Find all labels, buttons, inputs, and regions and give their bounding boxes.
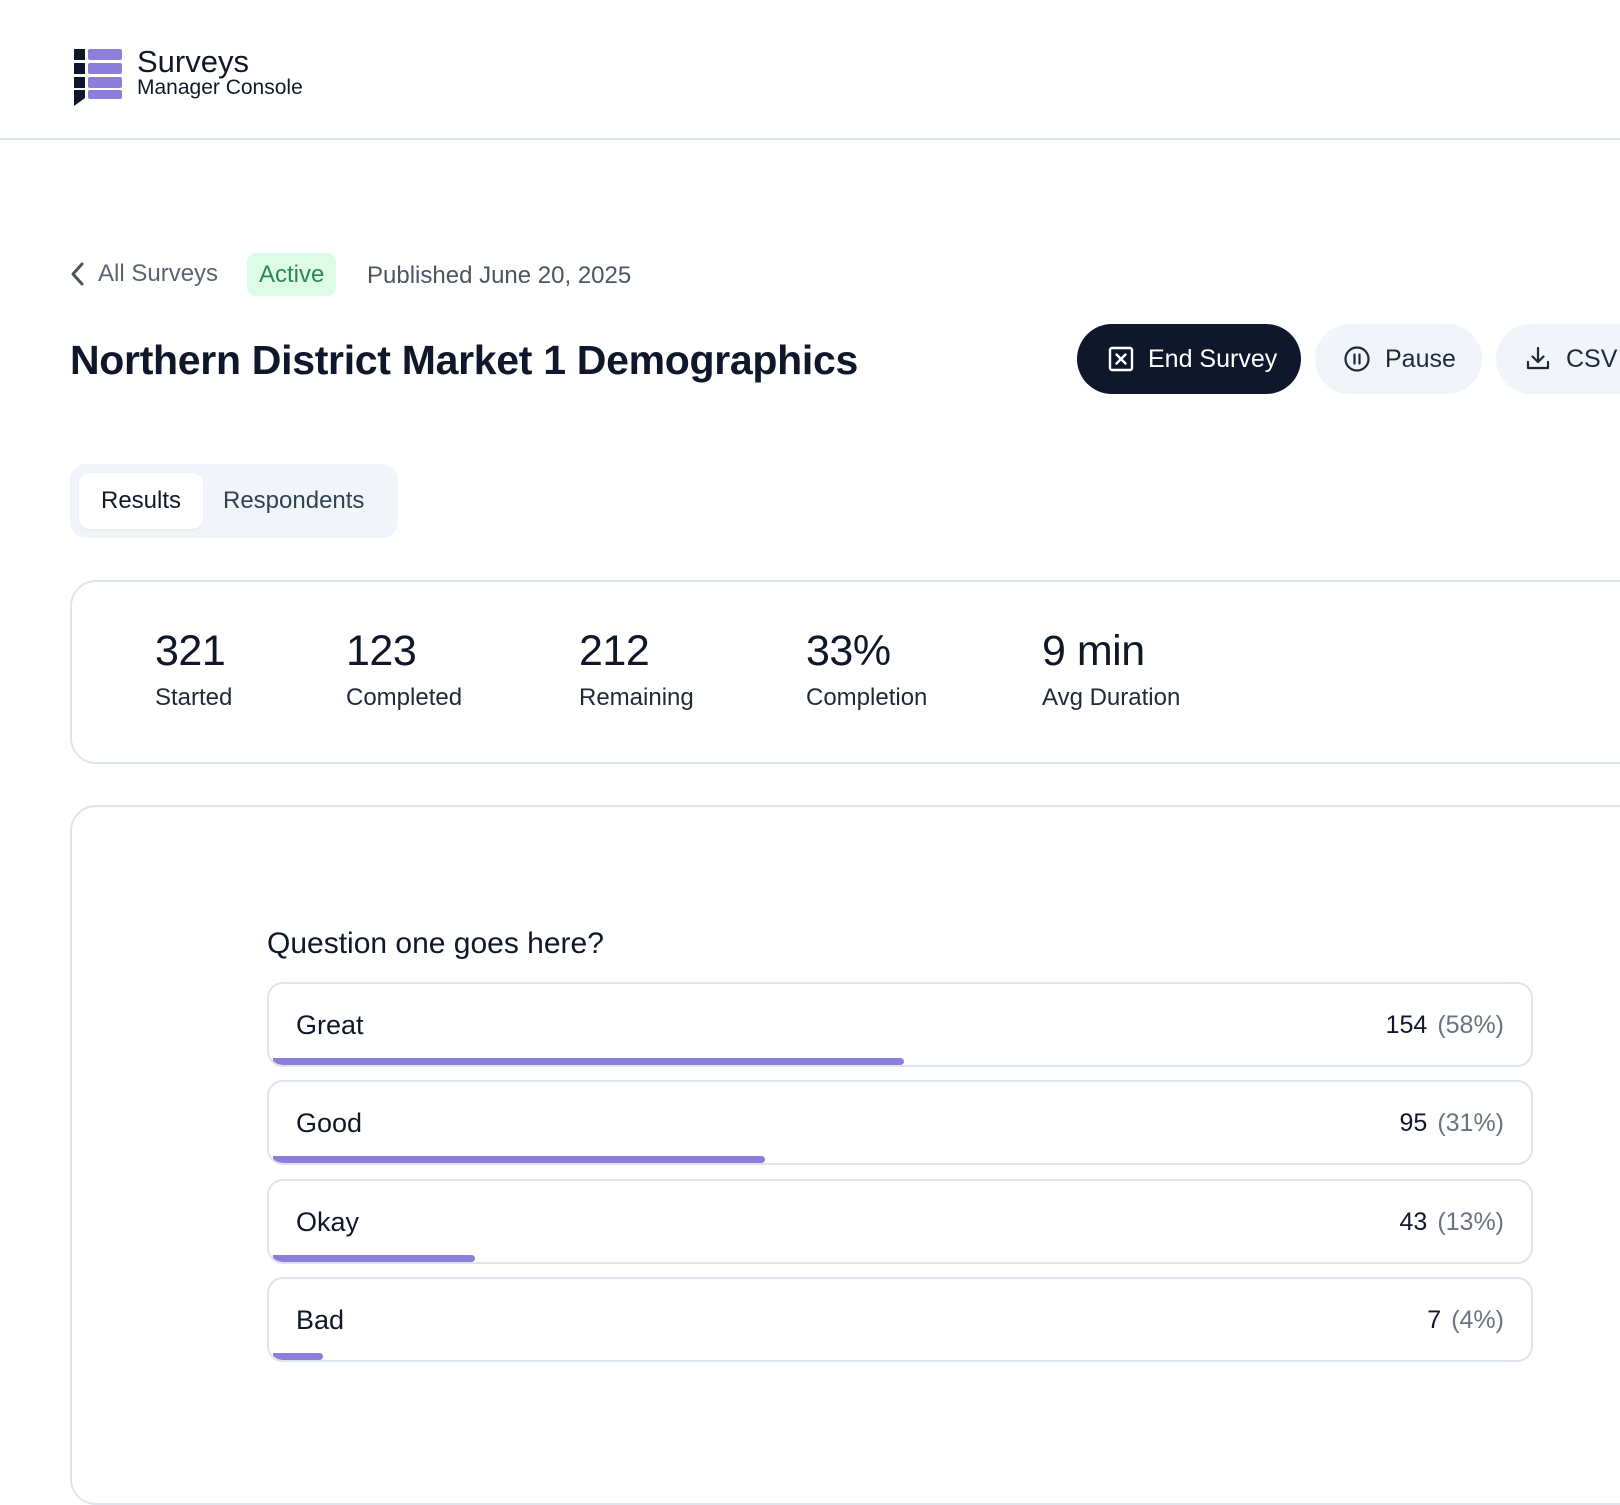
summary-stats-card: 321 Started 123 Completed 212 Remaining … (70, 580, 1620, 764)
csv-download-button[interactable]: CSV (1496, 324, 1620, 394)
csv-label: CSV (1566, 344, 1618, 373)
all-surveys-link[interactable]: All Surveys (68, 254, 218, 294)
answer-percent: (13%) (1437, 1207, 1504, 1236)
answer-label: Good (296, 1108, 363, 1138)
answer-count: 95 (1399, 1108, 1428, 1137)
answer-count: 7 (1427, 1305, 1442, 1334)
stat-label: Completion (806, 684, 928, 711)
stat-value: 9 min (1042, 627, 1145, 675)
stat-label: Completed (346, 684, 463, 711)
page-title: Northern District Market 1 Demographics (70, 337, 859, 383)
download-icon (1526, 346, 1550, 370)
view-tabs: Results Respondents (70, 464, 398, 538)
end-survey-label: End Survey (1148, 344, 1278, 373)
stat-remaining: 212 Remaining (579, 626, 694, 714)
stat-avg-duration: 9 min Avg Duration (1042, 626, 1180, 714)
tab-respondents[interactable]: Respondents (223, 487, 365, 514)
answer-count: 154 (1385, 1010, 1428, 1039)
survey-logo-icon (74, 49, 122, 106)
brand-title: Surveys (137, 44, 249, 79)
answer-progress-bar (273, 1255, 475, 1262)
answer-count: 43 (1399, 1207, 1428, 1236)
answer-percent: (58%) (1437, 1010, 1504, 1039)
stat-value: 321 (155, 627, 226, 675)
answer-label: Great (296, 1010, 364, 1040)
pause-label: Pause (1385, 344, 1456, 373)
answer-row: Okay 43 (13%) (267, 1179, 1533, 1264)
pause-icon (1344, 346, 1370, 372)
answer-label: Okay (296, 1207, 360, 1237)
pause-button[interactable]: Pause (1315, 324, 1482, 394)
top-bar: Surveys Manager Console (0, 0, 1620, 140)
answer-row: Great 154 (58%) (267, 982, 1533, 1067)
back-link-label: All Surveys (98, 260, 219, 287)
chevron-left-icon (71, 262, 84, 286)
stat-completion: 33% Completion (806, 626, 927, 714)
answer-row: Bad 7 (4%) (267, 1277, 1533, 1362)
stat-started: 321 Started (155, 626, 232, 714)
status-badge: Active (247, 253, 337, 296)
answer-stats: 95 (31%) (1400, 1106, 1505, 1140)
stat-completed: 123 Completed (346, 626, 462, 714)
answer-label: Bad (296, 1305, 345, 1335)
brand-subtitle: Manager Console (137, 76, 303, 99)
tab-results[interactable]: Results (79, 473, 203, 529)
answer-progress-bar (273, 1156, 766, 1163)
end-survey-button[interactable]: End Survey (1077, 324, 1301, 394)
answer-progress-bar (273, 1058, 904, 1065)
answer-percent: (31%) (1437, 1108, 1504, 1137)
answer-stats: 7 (4%) (1427, 1303, 1504, 1337)
close-square-icon (1108, 346, 1134, 372)
stat-value: 212 (579, 627, 650, 675)
answer-progress-bar (273, 1353, 324, 1360)
answer-row: Good 95 (31%) (267, 1080, 1533, 1165)
answer-percent: (4%) (1451, 1305, 1504, 1334)
answer-stats: 43 (13%) (1400, 1205, 1505, 1239)
stat-label: Started (155, 684, 233, 711)
stat-label: Remaining (579, 684, 694, 711)
question-title: Question one goes here? (267, 927, 604, 960)
published-date: Published June 20, 2025 (367, 262, 632, 289)
stat-label: Avg Duration (1042, 684, 1181, 711)
stat-value: 33% (806, 627, 891, 675)
stat-value: 123 (346, 627, 417, 675)
answer-stats: 154 (58%) (1386, 1008, 1504, 1042)
